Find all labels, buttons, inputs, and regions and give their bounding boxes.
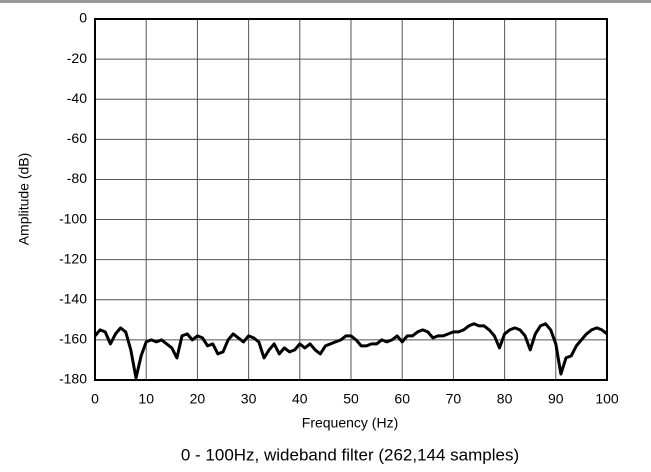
top-border (0, 0, 651, 3)
x-tick-label: 90 (548, 391, 564, 407)
x-tick-label: 0 (91, 391, 99, 407)
x-tick-label: 20 (190, 391, 206, 407)
y-tick-label: -60 (67, 130, 87, 146)
y-tick-label: -100 (59, 210, 87, 226)
y-tick-label: -80 (67, 170, 87, 186)
y-tick-label: 0 (79, 10, 87, 26)
x-tick-label: 80 (497, 391, 513, 407)
caption: 0 - 100Hz, wideband filter (262,144 samp… (181, 445, 519, 464)
y-axis-label: Amplitude (dB) (16, 153, 32, 246)
x-tick-label: 60 (394, 391, 410, 407)
data-line (93, 322, 608, 380)
y-tick-label: -40 (67, 90, 87, 106)
x-tick-label: 70 (446, 391, 462, 407)
x-axis-label: Frequency (Hz) (302, 415, 398, 431)
y-tick-label: -180 (59, 371, 87, 387)
x-tick-label: 30 (241, 391, 257, 407)
y-tick-label: -120 (59, 250, 87, 266)
y-tick-label: -160 (59, 331, 87, 347)
y-tick-label: -20 (67, 50, 87, 66)
y-tick-label: -140 (59, 290, 87, 306)
x-tick-label: 40 (292, 391, 308, 407)
x-tick-label: 50 (343, 391, 359, 407)
plot-frame (94, 18, 608, 381)
x-tick-label: 100 (595, 391, 619, 407)
x-tick-label: 10 (138, 391, 154, 407)
